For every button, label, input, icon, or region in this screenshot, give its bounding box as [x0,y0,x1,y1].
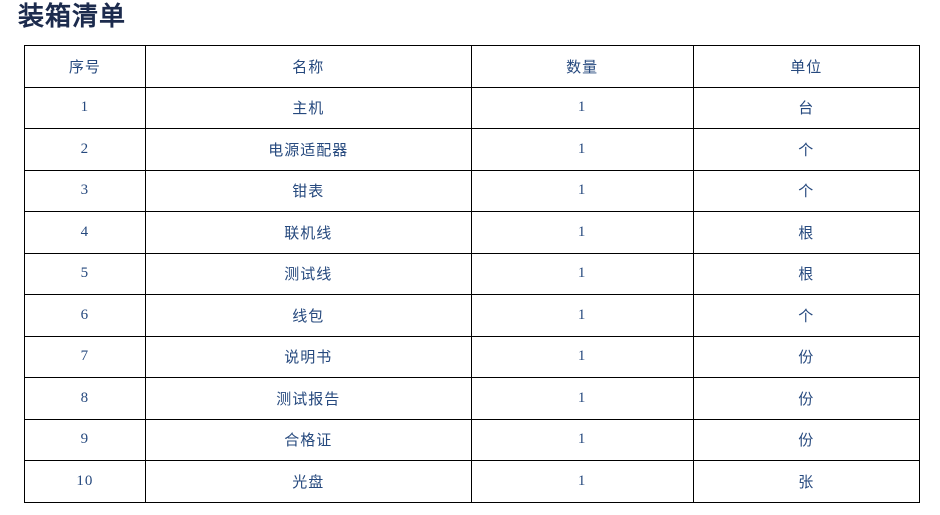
cell-index: 7 [24,335,146,378]
cell-unit: 个 [692,169,921,212]
cell-unit: 台 [692,86,921,129]
cell-quantity: 1 [470,211,694,254]
cell-name: 钳表 [144,169,472,212]
cell-name: 线包 [144,294,472,337]
table-row: 10 光盘 1 张 [24,460,921,503]
table-row: 3 钳表 1 个 [24,169,921,212]
cell-index: 6 [24,294,146,337]
cell-unit: 份 [692,418,921,461]
cell-quantity: 1 [470,86,694,129]
cell-index: 3 [24,169,146,212]
cell-quantity: 1 [470,377,694,420]
table-row: 9 合格证 1 份 [24,418,921,461]
table-row: 6 线包 1 个 [24,294,921,337]
cell-quantity: 1 [470,252,694,295]
cell-name: 光盘 [144,460,472,503]
cell-unit: 个 [692,294,921,337]
cell-name: 测试报告 [144,377,472,420]
table-head: 序号 名称 数量 单位 [24,45,921,88]
cell-quantity: 1 [470,335,694,378]
cell-name: 测试线 [144,252,472,295]
cell-quantity: 1 [470,294,694,337]
table-row: 1 主机 1 台 [24,86,921,129]
cell-quantity: 1 [470,418,694,461]
cell-name: 说明书 [144,335,472,378]
cell-unit: 根 [692,252,921,295]
cell-unit: 份 [692,377,921,420]
table-row: 2 电源适配器 1 个 [24,128,921,171]
cell-name: 合格证 [144,418,472,461]
cell-unit: 根 [692,211,921,254]
column-header-name: 名称 [144,45,472,88]
cell-index: 8 [24,377,146,420]
page-title: 装箱清单 [18,1,127,31]
cell-name: 联机线 [144,211,472,254]
cell-unit: 张 [692,460,921,503]
packing-list-table: 序号 名称 数量 单位 1 主机 1 台 2 电源适配器 1 个 3 钳表 1 个 4 联机线 1 根 5 测试线 1 根 6… [24,45,921,503]
column-header-index: 序号 [24,45,146,88]
column-header-unit: 单位 [692,45,921,88]
cell-unit: 份 [692,335,921,378]
cell-name: 主机 [144,86,472,129]
cell-name: 电源适配器 [144,128,472,171]
column-header-quantity: 数量 [470,45,694,88]
table-row: 4 联机线 1 根 [24,211,921,254]
cell-index: 9 [24,418,146,461]
cell-index: 5 [24,252,146,295]
cell-unit: 个 [692,128,921,171]
cell-index: 4 [24,211,146,254]
cell-index: 10 [24,460,146,503]
table-row: 7 说明书 1 份 [24,335,921,378]
cell-index: 2 [24,128,146,171]
table-row: 8 测试报告 1 份 [24,377,921,420]
cell-quantity: 1 [470,128,694,171]
table-body: 1 主机 1 台 2 电源适配器 1 个 3 钳表 1 个 4 联机线 1 根 5 测试线 1 根 6 线包 1 个 7 说明书 1… [24,86,921,503]
table-row: 5 测试线 1 根 [24,252,921,295]
cell-index: 1 [24,86,146,129]
cell-quantity: 1 [470,460,694,503]
table-header-row: 序号 名称 数量 单位 [24,45,921,88]
cell-quantity: 1 [470,169,694,212]
